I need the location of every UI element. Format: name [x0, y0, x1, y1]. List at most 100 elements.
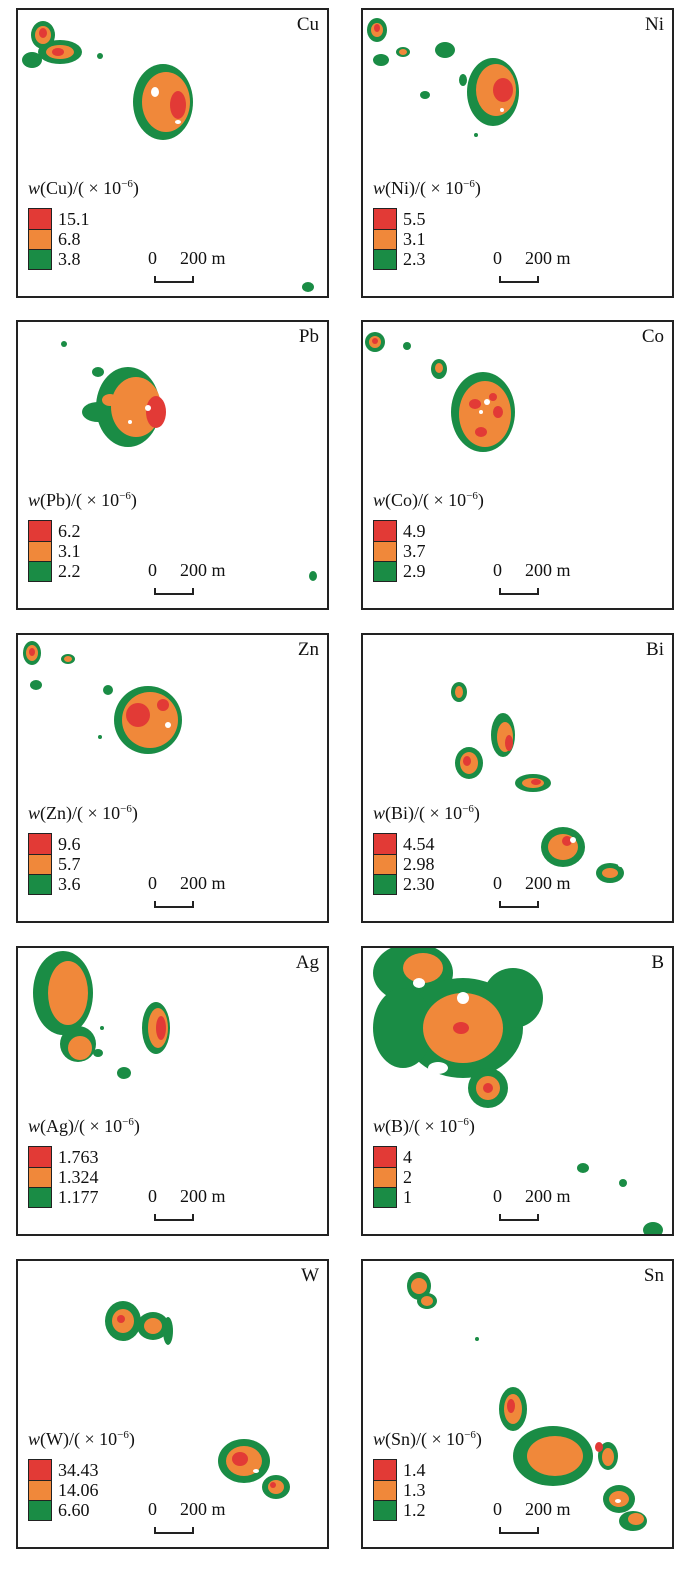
legend-symbol: w — [28, 178, 41, 198]
element-label: Ag — [295, 952, 319, 973]
anomaly-gap — [151, 87, 159, 97]
legend-unit-close: ) — [475, 1429, 482, 1449]
legend-unit-close: ) — [477, 490, 484, 510]
anomaly-zone — [309, 571, 317, 581]
legend-level-value: 1.763 — [58, 1147, 99, 1167]
anomaly-zone — [163, 1317, 173, 1345]
anomaly-zone — [421, 1296, 433, 1306]
scale-bar-line — [154, 588, 194, 595]
anomaly-zone — [29, 648, 35, 656]
anomaly-zone — [302, 282, 314, 292]
anomaly-map-sn — [407, 1272, 647, 1531]
anomaly-zone — [507, 1399, 515, 1413]
anomaly-zone — [374, 24, 380, 32]
anomaly-map-ni — [367, 18, 519, 137]
scale-bar-line — [154, 1527, 194, 1534]
anomaly-zone — [157, 699, 169, 711]
legend-swatch-mid — [29, 229, 51, 249]
legend-swatch-low — [374, 561, 396, 581]
scale-zero: 0 — [493, 1186, 502, 1206]
anomaly-zone — [98, 735, 102, 739]
anomaly-zone — [103, 685, 113, 695]
legend-level-value: 4 — [403, 1147, 412, 1167]
element-label: Sn — [643, 1265, 664, 1286]
legend-level-value: 1.177 — [58, 1187, 99, 1207]
anomaly-zone — [372, 338, 378, 344]
legend-level-value: 6.2 — [58, 521, 81, 541]
legend-unit-close: ) — [128, 1429, 135, 1449]
scale-zero: 0 — [493, 873, 502, 893]
legend-swatch-high — [374, 834, 396, 854]
anomaly-gap — [145, 405, 151, 411]
legend-level-value: 6.60 — [58, 1500, 90, 1520]
legend-unit: /( × 10 — [73, 178, 122, 198]
anomaly-zone — [435, 363, 443, 373]
anomaly-zone — [619, 1179, 627, 1187]
legend-level-value: 1 — [403, 1187, 412, 1207]
anomaly-map-w — [105, 1301, 290, 1499]
legend-element: Sn — [391, 1429, 411, 1449]
scale-bar-line — [499, 276, 539, 283]
legend-swatch-low — [29, 1187, 51, 1207]
legend-swatches — [28, 520, 52, 582]
anomaly-zone — [455, 686, 463, 698]
anomaly-gap — [457, 992, 469, 1004]
legend-unit-exponent: −6 — [122, 1116, 134, 1128]
element-label: Ni — [645, 14, 664, 35]
anomaly-gap — [253, 1469, 259, 1473]
legend-unit: /( × 10 — [418, 490, 467, 510]
legend-swatch-mid — [374, 541, 396, 561]
scale-bar-line — [499, 588, 539, 595]
anomaly-zone — [232, 1452, 248, 1466]
scale-distance: 200 m — [180, 1186, 226, 1206]
anomaly-zone — [403, 342, 411, 350]
legend-unit-exponent: −6 — [120, 803, 132, 815]
legend-title: w(Pb)/( × 10−6) — [28, 490, 137, 510]
legend-unit: /( × 10 — [71, 490, 120, 510]
legend-unit-exponent: −6 — [457, 1116, 469, 1128]
anomaly-zone — [92, 367, 104, 377]
legend-swatch-high — [29, 209, 51, 229]
anomaly-map-cu — [22, 21, 314, 292]
legend-symbol: w — [373, 1429, 386, 1449]
anomaly-map-pb — [61, 341, 317, 581]
map-panel-bi: Bi w(Bi)/( × 10−6) 4.54 2.98 2.30 0 200 m — [361, 633, 674, 923]
anomaly-map-zn — [23, 641, 182, 754]
legend-swatch-low — [29, 1500, 51, 1520]
legend-unit: /( × 10 — [74, 1116, 123, 1136]
scale-distance: 200 m — [525, 1186, 571, 1206]
scale-bar: 0 200 m — [493, 248, 603, 288]
legend-element: Co — [391, 490, 413, 510]
legend-swatch-high — [374, 209, 396, 229]
legend-unit: /( × 10 — [414, 803, 463, 823]
anomaly-zone — [373, 988, 433, 1068]
legend-unit-exponent: −6 — [119, 490, 131, 502]
legend-swatches — [28, 833, 52, 895]
legend-unit-close: ) — [130, 490, 137, 510]
legend-unit: /( × 10 — [409, 1116, 458, 1136]
legend-swatch-low — [374, 1187, 396, 1207]
legend-level-value: 1.3 — [403, 1480, 426, 1500]
legend-symbol: w — [28, 1116, 41, 1136]
legend-swatch-mid — [374, 854, 396, 874]
anomaly-zone — [602, 1448, 614, 1466]
map-panel-sn: Sn w(Sn)/( × 10−6) 1.4 1.3 1.2 0 200 m — [361, 1259, 674, 1549]
legend-symbol: w — [28, 1429, 41, 1449]
legend-level-value: 2.3 — [403, 249, 426, 269]
scale-bar: 0 200 m — [493, 1186, 603, 1226]
anomaly-zone — [577, 1163, 589, 1173]
anomaly-zone — [493, 406, 503, 418]
anomaly-zone — [643, 1222, 663, 1234]
legend-level-value: 3.8 — [58, 249, 81, 269]
legend-swatch-high — [374, 1460, 396, 1480]
anomaly-map-co — [365, 332, 515, 452]
scale-zero: 0 — [493, 560, 502, 580]
anomaly-gap — [81, 1061, 87, 1065]
map-panel-zn: Zn w(Zn)/( × 10−6) 9.6 5.7 3.6 0 200 m — [16, 633, 329, 923]
legend-level-value: 9.6 — [58, 834, 81, 854]
scale-zero: 0 — [148, 873, 157, 893]
map-panel-cu: Cu w(Cu)/( × 10−6) 15.1 6.8 3.8 0 200 m — [16, 8, 329, 298]
anomaly-zone — [82, 402, 114, 422]
legend-level-value: 3.7 — [403, 541, 426, 561]
legend-level-value: 3.1 — [58, 541, 81, 561]
